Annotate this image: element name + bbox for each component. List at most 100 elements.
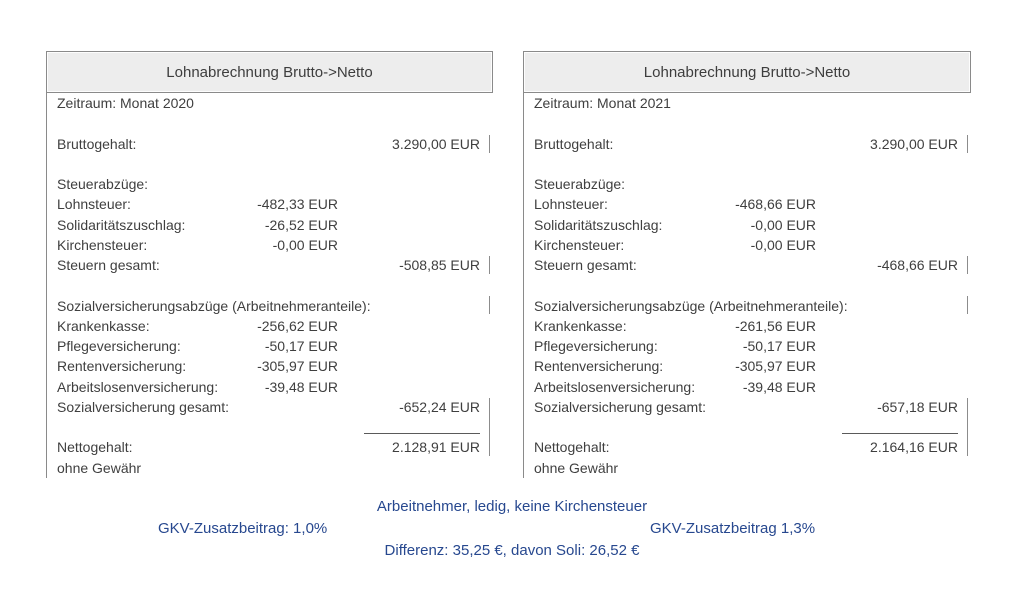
net-row: Nettogehalt: 2.164,16 EUR — [524, 437, 971, 457]
row-label: Steuern gesamt: — [57, 257, 160, 273]
row-value: -50,17 EUR — [742, 338, 816, 354]
spacer-row — [47, 417, 493, 437]
table-row: Pflegeversicherung: -50,17 EUR — [524, 336, 971, 356]
section-row: Sozialversicherungsabzüge (Arbeitnehmera… — [47, 296, 493, 316]
table-row: Rentenversicherung: -305,97 EUR — [524, 356, 971, 376]
row-value: 3.290,00 EUR — [392, 135, 480, 152]
table-row: Solidaritätszuschlag: -0,00 EUR — [524, 215, 971, 235]
row-label: Nettogehalt: — [57, 439, 133, 456]
table-row: Solidaritätszuschlag: -26,52 EUR — [47, 215, 493, 235]
row-label: Arbeitslosenversicherung: — [534, 378, 696, 395]
panel-title: Lohnabrechnung Brutto->Netto — [643, 63, 851, 81]
row-label: Steuern gesamt: — [534, 257, 637, 273]
table-row: Lohnsteuer: -482,33 EUR — [47, 194, 493, 214]
cell-border-tick — [967, 296, 968, 314]
table-row: Bruttogehalt: 3.290,00 EUR — [524, 134, 971, 154]
section-label: Sozialversicherungsabzüge (Arbeitnehmera… — [534, 297, 848, 314]
cell-border-tick — [967, 256, 968, 274]
panel-body: Zeitraum: Monat 2020 Bruttogehalt: 3.290… — [46, 93, 493, 478]
row-value: -261,56 EUR — [735, 317, 816, 334]
net-row: Nettogehalt: 2.128,91 EUR — [47, 437, 493, 457]
row-label: Arbeitslosenversicherung: — [57, 378, 219, 395]
row-label: Rentenversicherung: — [57, 358, 187, 375]
row-value: -652,24 EUR — [399, 398, 480, 415]
spacer-row — [524, 154, 971, 174]
section-row: Sozialversicherungsabzüge (Arbeitnehmera… — [524, 296, 971, 316]
row-label: Pflegeversicherung: — [534, 338, 658, 354]
disclaimer-row: ohne Gewähr — [524, 458, 971, 478]
payroll-panel-2021: Lohnabrechnung Brutto->Netto Zeitraum: M… — [523, 51, 971, 478]
row-value: -305,97 EUR — [257, 358, 338, 375]
table-row: Arbeitslosenversicherung: -39,48 EUR — [47, 377, 493, 397]
total-row: Steuern gesamt: -468,66 EUR — [524, 255, 971, 275]
row-value: -50,17 EUR — [264, 338, 338, 354]
cell-border-tick — [489, 256, 490, 274]
cell-border-tick — [967, 398, 968, 456]
row-label: Kirchensteuer: — [534, 236, 625, 253]
row-label: Bruttogehalt: — [534, 135, 614, 152]
row-value: 2.128,91 EUR — [392, 439, 480, 456]
total-row: Sozialversicherung gesamt: -657,18 EUR — [524, 397, 971, 417]
cell-border-tick — [489, 398, 490, 456]
section-label: Steuerabzüge: — [57, 176, 149, 192]
row-value: -39,48 EUR — [742, 378, 816, 395]
row-label: Rentenversicherung: — [534, 358, 664, 375]
table-row: Krankenkasse: -261,56 EUR — [524, 316, 971, 336]
disclaimer-label: ohne Gewähr — [534, 459, 619, 476]
table-row: Rentenversicherung: -305,97 EUR — [47, 356, 493, 376]
panel-title: Lohnabrechnung Brutto->Netto — [166, 63, 373, 81]
row-label: Kirchensteuer: — [57, 236, 148, 253]
row-value: -305,97 EUR — [735, 358, 816, 375]
payroll-panel-2020: Lohnabrechnung Brutto->Netto Zeitraum: M… — [46, 51, 493, 478]
table-row: Zeitraum: Monat 2021 — [524, 93, 971, 113]
total-row: Steuern gesamt: -508,85 EUR — [47, 255, 493, 275]
row-value: -0,00 EUR — [272, 236, 338, 253]
row-value: -468,66 EUR — [735, 196, 816, 213]
table-row: Kirchensteuer: -0,00 EUR — [47, 235, 493, 255]
table-row: Krankenkasse: -256,62 EUR — [47, 316, 493, 336]
period-label: Zeitraum: Monat 2020 — [57, 95, 194, 111]
row-label: Bruttogehalt: — [57, 135, 137, 152]
row-value: -256,62 EUR — [257, 317, 338, 334]
row-value: -482,33 EUR — [257, 196, 338, 213]
row-value: -39,48 EUR — [264, 378, 338, 395]
row-value: -657,18 EUR — [877, 398, 958, 415]
footer-note-gkv-2021: GKV-Zusatzbeitrag 1,3% — [650, 520, 816, 537]
table-row: Arbeitslosenversicherung: -39,48 EUR — [524, 377, 971, 397]
row-value: -0,00 EUR — [750, 216, 816, 233]
cell-border-tick — [489, 135, 490, 153]
table-row: Pflegeversicherung: -50,17 EUR — [47, 336, 493, 356]
row-label: Krankenkasse: — [534, 317, 627, 334]
row-value: -508,85 EUR — [399, 257, 480, 273]
footer-note-employee: Arbeitnehmer, ledig, keine Kirchensteuer — [376, 498, 648, 515]
row-value: 3.290,00 EUR — [870, 135, 958, 152]
spacer-row — [47, 275, 493, 295]
sum-rule-line — [364, 433, 480, 434]
row-value: -0,00 EUR — [750, 236, 816, 253]
row-label: Lohnsteuer: — [534, 196, 608, 213]
spacer-row — [47, 113, 493, 133]
section-row: Steuerabzüge: — [47, 174, 493, 194]
cell-border-tick — [967, 135, 968, 153]
spacer-row — [47, 154, 493, 174]
row-label: Krankenkasse: — [57, 317, 150, 334]
row-label: Nettogehalt: — [534, 439, 610, 456]
spacer-row — [524, 113, 971, 133]
panel-title-bar: Lohnabrechnung Brutto->Netto — [46, 51, 493, 93]
section-label: Steuerabzüge: — [534, 176, 626, 192]
disclaimer-row: ohne Gewähr — [47, 458, 493, 478]
row-value: -468,66 EUR — [877, 257, 958, 273]
panel-title-bar: Lohnabrechnung Brutto->Netto — [523, 51, 971, 93]
row-label: Pflegeversicherung: — [57, 338, 181, 354]
row-label: Solidaritätszuschlag: — [534, 216, 663, 233]
table-row: Kirchensteuer: -0,00 EUR — [524, 235, 971, 255]
panel-body: Zeitraum: Monat 2021 Bruttogehalt: 3.290… — [523, 93, 971, 478]
total-row: Sozialversicherung gesamt: -652,24 EUR — [47, 397, 493, 417]
period-label: Zeitraum: Monat 2021 — [534, 95, 671, 111]
table-row: Lohnsteuer: -468,66 EUR — [524, 194, 971, 214]
row-value: -26,52 EUR — [264, 216, 338, 233]
row-label: Lohnsteuer: — [57, 196, 131, 213]
row-label: Solidaritätszuschlag: — [57, 216, 186, 233]
row-value: 2.164,16 EUR — [870, 439, 958, 456]
